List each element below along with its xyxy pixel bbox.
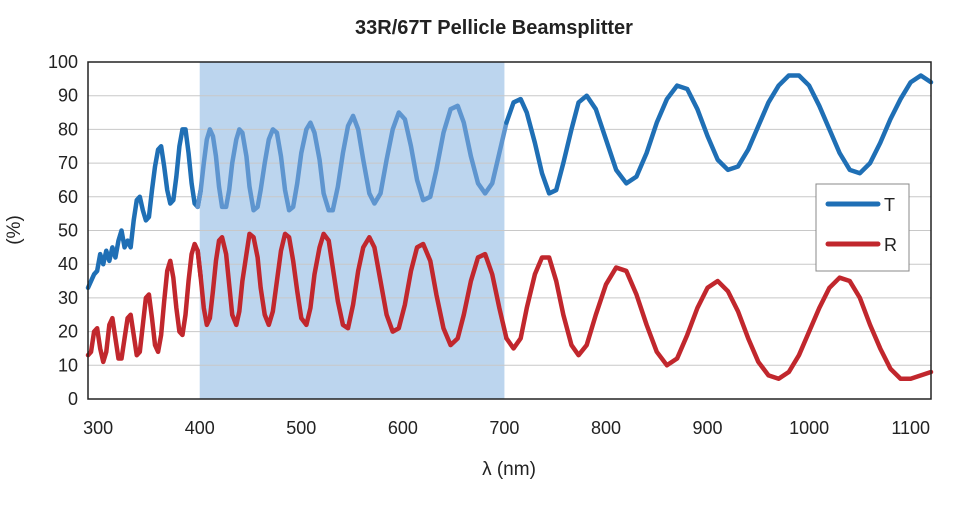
y-tick-label: 10: [58, 355, 78, 375]
x-tick-label: 1100: [891, 418, 930, 438]
y-tick-label: 90: [58, 86, 78, 106]
legend-label-r: R: [884, 235, 897, 255]
chart-title: 33R/67T Pellicle Beamsplitter: [355, 17, 633, 39]
series-line-t-right: [504, 73, 934, 196]
y-tick-label: 60: [58, 187, 78, 207]
legend-box: [815, 183, 910, 272]
y-tick-label: 100: [48, 52, 78, 72]
legend-label-t: T: [884, 195, 895, 215]
y-tick-label: 70: [58, 153, 78, 173]
x-tick-label: 900: [693, 418, 723, 438]
x-tick-label: 400: [185, 418, 215, 438]
x-tick-label: 600: [388, 418, 418, 438]
series-line-r-right: [504, 255, 934, 382]
series-line-t-left: [85, 127, 203, 291]
y-axis-label: (%): [4, 215, 25, 245]
series-line-r-band: [195, 231, 509, 348]
x-tick-label: 700: [489, 418, 519, 438]
legend: T R: [815, 183, 910, 272]
y-tick-label: 50: [58, 221, 78, 241]
series-line-t-band: [195, 103, 509, 213]
y-tick-label: 30: [58, 288, 78, 308]
x-axis-label: λ (nm): [482, 459, 536, 480]
y-tick-label: 0: [68, 389, 78, 409]
x-tick-labels: 300 400 500 600 700 800 900 1000 1100: [83, 418, 930, 438]
y-tick-labels: 0 10 20 30 40 50 60 70 80 90 100: [48, 52, 78, 409]
x-tick-label: 500: [286, 418, 316, 438]
y-tick-label: 80: [58, 119, 78, 139]
plot-frame: [87, 61, 932, 400]
series-layer: [85, 73, 934, 382]
x-tick-label: 1000: [789, 418, 829, 438]
x-tick-label: 800: [591, 418, 621, 438]
x-tick-label: 300: [83, 418, 113, 438]
y-tick-label: 20: [58, 322, 78, 342]
series-line-r-left: [85, 241, 203, 365]
y-tick-label: 40: [58, 254, 78, 274]
